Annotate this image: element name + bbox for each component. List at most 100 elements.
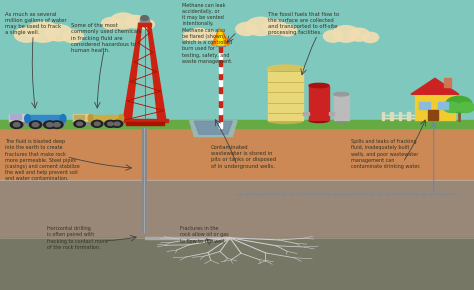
Bar bbox=[219, 100, 222, 107]
Bar bbox=[219, 107, 222, 114]
Bar bbox=[0, 0, 474, 128]
Circle shape bbox=[126, 15, 146, 28]
Bar bbox=[303, 112, 309, 115]
Circle shape bbox=[51, 121, 63, 128]
Bar bbox=[145, 237, 230, 239]
Ellipse shape bbox=[309, 83, 329, 88]
Circle shape bbox=[102, 18, 120, 29]
Bar bbox=[10, 114, 21, 119]
Bar bbox=[9, 122, 64, 125]
Circle shape bbox=[236, 23, 257, 36]
Bar bbox=[219, 114, 222, 121]
Bar bbox=[268, 68, 303, 120]
Bar bbox=[444, 78, 451, 87]
Bar bbox=[9, 114, 27, 123]
Bar bbox=[219, 93, 222, 100]
Circle shape bbox=[111, 120, 123, 127]
Polygon shape bbox=[218, 29, 223, 45]
Circle shape bbox=[54, 123, 60, 127]
Text: The fossil fuels that flow to
the surface are collected
and transported to off-s: The fossil fuels that flow to the surfac… bbox=[268, 12, 339, 35]
Polygon shape bbox=[147, 23, 166, 120]
Bar bbox=[309, 86, 329, 120]
Bar bbox=[390, 112, 393, 120]
Circle shape bbox=[182, 32, 197, 41]
Circle shape bbox=[138, 19, 155, 29]
Bar bbox=[138, 23, 151, 26]
Circle shape bbox=[77, 122, 82, 126]
Bar bbox=[73, 114, 91, 122]
Bar bbox=[334, 94, 349, 120]
Bar bbox=[329, 112, 334, 115]
Bar bbox=[0, 128, 474, 180]
Bar bbox=[0, 120, 474, 128]
Bar bbox=[399, 112, 401, 120]
Bar bbox=[219, 66, 222, 72]
Circle shape bbox=[46, 123, 53, 127]
Circle shape bbox=[332, 26, 360, 42]
Bar bbox=[74, 115, 84, 119]
Polygon shape bbox=[215, 29, 226, 45]
Circle shape bbox=[44, 121, 56, 128]
Circle shape bbox=[263, 20, 287, 35]
Circle shape bbox=[29, 121, 42, 128]
Bar bbox=[27, 115, 63, 123]
Bar bbox=[126, 122, 164, 125]
Bar bbox=[0, 238, 474, 290]
Bar bbox=[219, 52, 222, 59]
Bar bbox=[219, 72, 222, 79]
Polygon shape bbox=[411, 78, 459, 94]
Circle shape bbox=[110, 13, 136, 29]
Bar bbox=[438, 102, 448, 109]
Circle shape bbox=[246, 17, 276, 35]
Circle shape bbox=[114, 122, 120, 126]
Bar bbox=[382, 112, 384, 120]
Circle shape bbox=[201, 30, 216, 40]
Ellipse shape bbox=[88, 115, 93, 122]
Bar bbox=[219, 59, 222, 66]
Ellipse shape bbox=[60, 115, 66, 123]
Text: The fluid is blasted deep
into the earth to create
fractures that make rock
more: The fluid is blasted deep into the earth… bbox=[5, 139, 80, 182]
Ellipse shape bbox=[268, 117, 303, 124]
Ellipse shape bbox=[334, 93, 349, 96]
Circle shape bbox=[32, 123, 39, 127]
Circle shape bbox=[91, 120, 103, 127]
Circle shape bbox=[362, 32, 379, 43]
Polygon shape bbox=[123, 23, 142, 120]
Circle shape bbox=[13, 123, 20, 127]
Circle shape bbox=[443, 102, 460, 113]
Circle shape bbox=[105, 120, 116, 127]
Ellipse shape bbox=[309, 118, 329, 122]
Ellipse shape bbox=[25, 115, 30, 123]
Bar bbox=[219, 86, 222, 93]
Polygon shape bbox=[190, 121, 237, 137]
Circle shape bbox=[278, 25, 297, 36]
Circle shape bbox=[26, 21, 60, 42]
Ellipse shape bbox=[268, 65, 303, 71]
Circle shape bbox=[210, 33, 223, 41]
Bar bbox=[415, 94, 455, 120]
Bar bbox=[407, 112, 410, 120]
Text: Methane can leak
accidentally, or
it may be vented
intentionally.
Methane can al: Methane can leak accidentally, or it may… bbox=[182, 3, 233, 64]
Circle shape bbox=[446, 96, 472, 113]
Bar bbox=[428, 110, 438, 120]
Text: Fractures in the
rock allow oil or gas
to flow to the well.: Fractures in the rock allow oil or gas t… bbox=[180, 226, 229, 244]
Circle shape bbox=[108, 122, 113, 126]
Bar bbox=[0, 180, 474, 238]
Polygon shape bbox=[212, 29, 229, 45]
Circle shape bbox=[74, 120, 85, 127]
Circle shape bbox=[457, 102, 474, 113]
Ellipse shape bbox=[334, 119, 349, 122]
Text: Horizontal drilling
is often paired with
fracking to contact more
of the rock fo: Horizontal drilling is often paired with… bbox=[47, 226, 108, 250]
Text: Contaminated
wastewater is stored in
pits or tanks or disposed
of in underground: Contaminated wastewater is stored in pit… bbox=[211, 145, 276, 168]
Bar bbox=[219, 121, 222, 128]
Circle shape bbox=[189, 28, 209, 41]
Circle shape bbox=[141, 16, 148, 20]
Bar bbox=[219, 79, 222, 86]
Bar bbox=[219, 45, 222, 52]
Bar bbox=[140, 18, 149, 23]
Bar bbox=[91, 115, 121, 122]
Text: Spills and leaks of fracking
fluid, inadequately built
wells, and poor wastewate: Spills and leaks of fracking fluid, inad… bbox=[351, 139, 420, 169]
Bar bbox=[73, 122, 123, 124]
Circle shape bbox=[10, 121, 23, 128]
Circle shape bbox=[63, 30, 83, 43]
